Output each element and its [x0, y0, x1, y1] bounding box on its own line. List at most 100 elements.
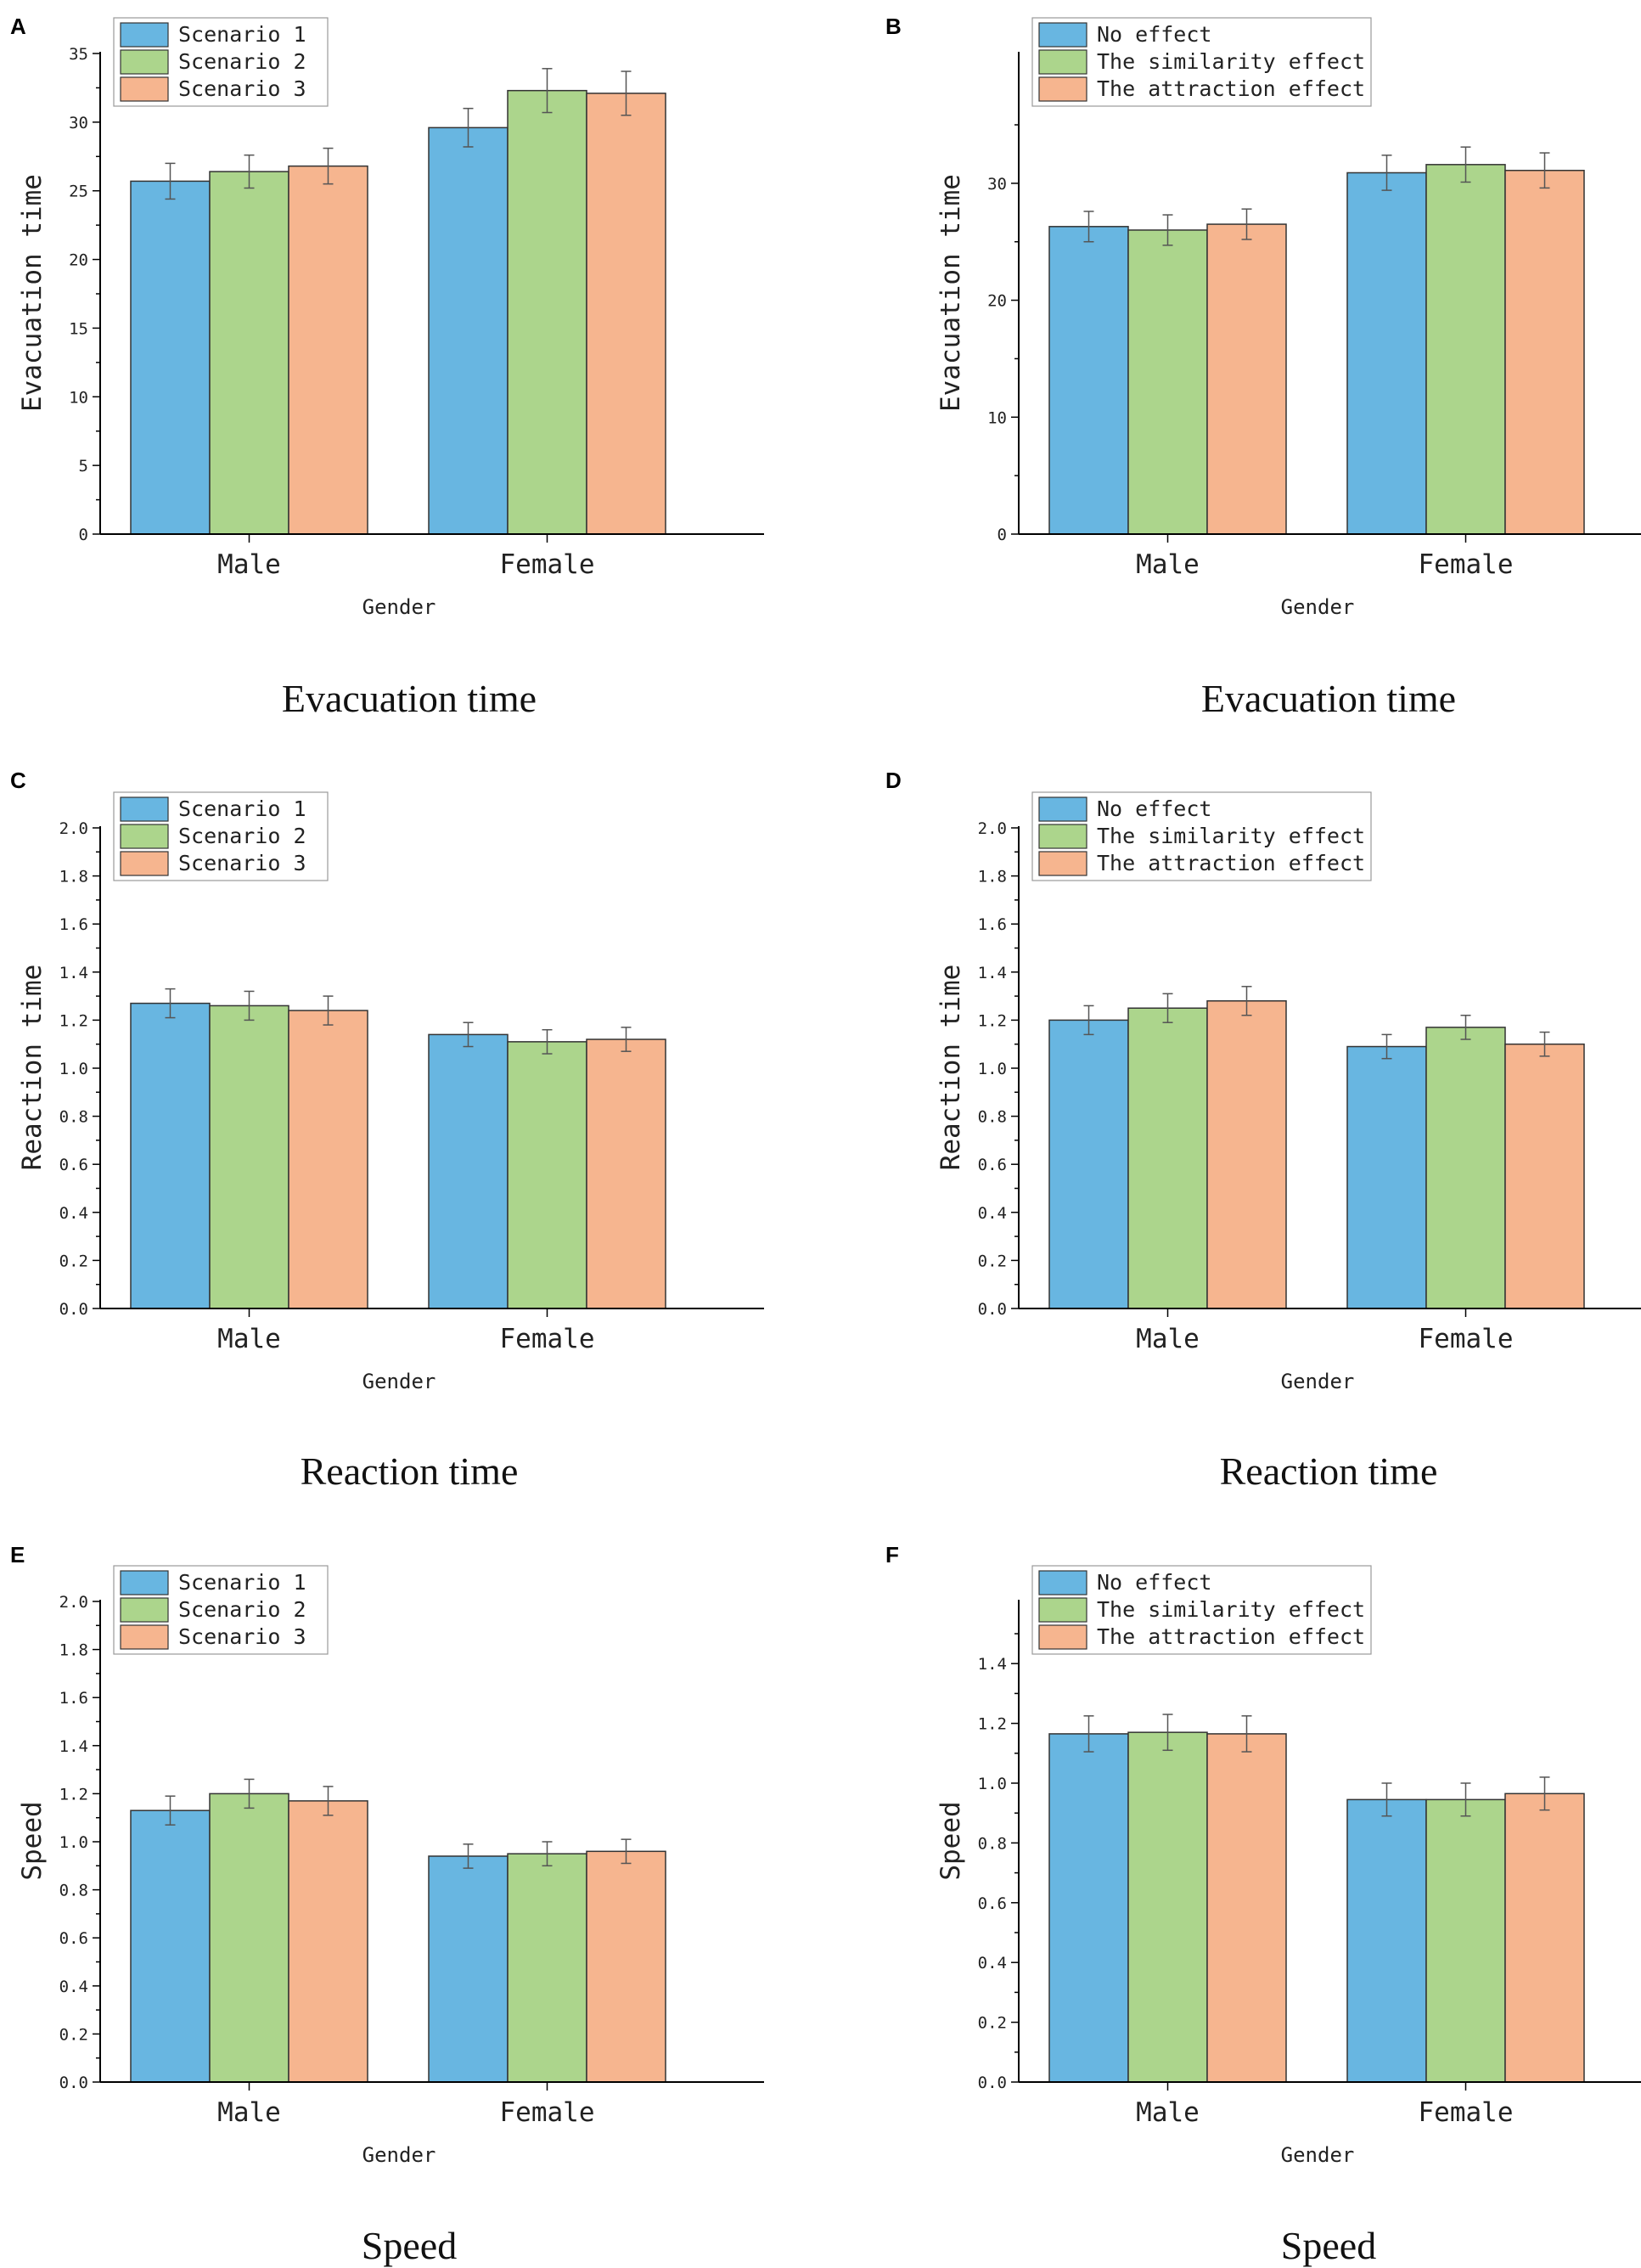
x-tick-label-male: Male: [217, 549, 281, 580]
panel-caption: Speed: [1281, 2224, 1376, 2267]
y-tick-label: 1.0: [978, 1060, 1007, 1078]
legend-swatch: [1038, 1570, 1087, 1595]
panel-letter: C: [10, 768, 26, 793]
x-axis-title: Gender: [362, 595, 436, 619]
x-axis-title: Gender: [362, 1370, 436, 1393]
panel-caption: Speed: [362, 2224, 457, 2267]
bar-female-2: [1425, 1027, 1506, 1309]
bar-male-1: [130, 1002, 211, 1309]
panel-letter: E: [10, 1542, 25, 1567]
bar-male-1: [1048, 226, 1129, 535]
y-tick-label: 2.0: [978, 819, 1007, 838]
legend-swatch: [120, 824, 169, 849]
bar-female-1: [428, 1033, 509, 1309]
legend-label: The similarity effect: [1097, 824, 1365, 848]
y-tick-label: 2.0: [59, 819, 88, 838]
legend-swatch: [120, 1624, 169, 1650]
legend-label: Scenario 3: [178, 1624, 306, 1649]
y-tick-label: 0.4: [59, 1978, 88, 1996]
y-axis-title: Reaction time: [17, 965, 48, 1171]
chart-panel-b: B 0 10 20 30 Male Female Gender Evacuation time N…: [885, 14, 1641, 720]
bar-female-3: [586, 93, 666, 535]
y-tick-label: 0.2: [978, 1252, 1007, 1270]
legend-swatch: [120, 1570, 169, 1595]
y-tick-label: 20: [987, 292, 1007, 311]
bar-female-3: [1504, 169, 1585, 535]
bar-male-2: [209, 171, 289, 535]
y-tick-label: 25: [69, 183, 88, 201]
legend-label: The attraction effect: [1097, 851, 1365, 875]
legend-swatch: [1038, 796, 1087, 822]
legend-label: The attraction effect: [1097, 76, 1365, 101]
bar-female-1: [1346, 1045, 1427, 1309]
legend-swatch: [1038, 1597, 1087, 1623]
y-tick-label: 1.2: [978, 1011, 1007, 1030]
panel-caption: Reaction time: [301, 1449, 519, 1493]
x-tick-label-male: Male: [217, 1324, 281, 1354]
legend-label: The similarity effect: [1097, 49, 1365, 74]
y-tick-label: 2.0: [59, 1593, 88, 1612]
y-tick-label: 1.2: [978, 1715, 1007, 1734]
bar-female-1: [1346, 172, 1427, 535]
y-tick-label: 0.8: [59, 1108, 88, 1127]
y-tick-label: 30: [69, 114, 88, 132]
legend-swatch: [1038, 22, 1087, 48]
y-tick-label: 1.4: [59, 1737, 88, 1756]
y-tick-label: 0: [79, 526, 88, 544]
legend-frame: [1031, 1565, 1372, 1655]
y-tick-label: 0.2: [59, 1252, 88, 1270]
chart-panel-e: E 0.0 0.2 0.4 0.6 0.8 1.0 1.2 1.4 1.6 1.8 2.0 Male Fe…: [10, 1542, 764, 2267]
x-tick-label-male: Male: [1136, 2097, 1200, 2128]
chart-panel-f: F 0.0 0.2 0.4 0.6 0.8 1.0 1.2 1.4 Male Female Gende…: [885, 1542, 1641, 2267]
y-tick-label: 0.2: [978, 2014, 1007, 2033]
bar-male-2: [209, 1792, 289, 2083]
y-tick-label: 30: [987, 175, 1007, 194]
y-tick-label: 1.0: [59, 1060, 88, 1078]
bar-female-1: [428, 1855, 509, 2083]
y-tick-label: 1.4: [59, 964, 88, 982]
bar-female-3: [1504, 1792, 1585, 2083]
legend-label: No effect: [1097, 796, 1211, 821]
y-tick-label: 15: [69, 319, 88, 338]
panel-caption: Evacuation time: [1201, 677, 1456, 720]
panel-letter: F: [885, 1542, 899, 1567]
y-tick-label: 0.0: [978, 1300, 1007, 1319]
y-tick-label: 0.8: [59, 1882, 88, 1900]
x-tick-label-female: Female: [500, 2097, 595, 2128]
bar-female-2: [507, 1853, 587, 2083]
panel-letter: A: [10, 14, 26, 39]
bar-female-2: [507, 1041, 587, 1309]
bar-male-1: [1048, 1733, 1129, 2083]
y-tick-label: 0.4: [59, 1204, 88, 1223]
y-tick-label: 1.6: [59, 915, 88, 934]
y-tick-label: 0.8: [978, 1108, 1007, 1127]
legend-swatch: [1038, 824, 1087, 849]
legend-label: Scenario 1: [178, 1570, 306, 1595]
y-tick-label: 0.4: [978, 1204, 1007, 1223]
legend: No effect The similarity effect The attrac…: [1031, 791, 1372, 881]
bar-male-1: [130, 180, 211, 535]
bar-male-3: [1206, 1000, 1287, 1309]
x-tick-label-female: Female: [500, 1324, 595, 1354]
legend-swatch: [1038, 49, 1087, 75]
legend-label: Scenario 2: [178, 1597, 306, 1622]
legend-swatch: [1038, 1624, 1087, 1650]
bar-male-3: [288, 1010, 368, 1309]
legend-frame: [1031, 791, 1372, 881]
x-axis-title: Gender: [1281, 1370, 1355, 1393]
bar-female-2: [507, 89, 587, 535]
y-tick-label: 1.0: [978, 1775, 1007, 1793]
bar-female-1: [1346, 1798, 1427, 2083]
panel-caption: Reaction time: [1220, 1449, 1438, 1493]
x-tick-label-male: Male: [1136, 1324, 1200, 1354]
y-tick-label: 0.6: [978, 1156, 1007, 1174]
bar-female-2: [1425, 164, 1506, 535]
y-tick-label: 10: [69, 388, 88, 407]
legend-swatch: [1038, 76, 1087, 102]
y-tick-label: 0.0: [59, 1300, 88, 1319]
y-tick-label: 1.6: [978, 915, 1007, 934]
legend-label: Scenario 1: [178, 796, 306, 821]
legend-label: Scenario 2: [178, 824, 306, 848]
